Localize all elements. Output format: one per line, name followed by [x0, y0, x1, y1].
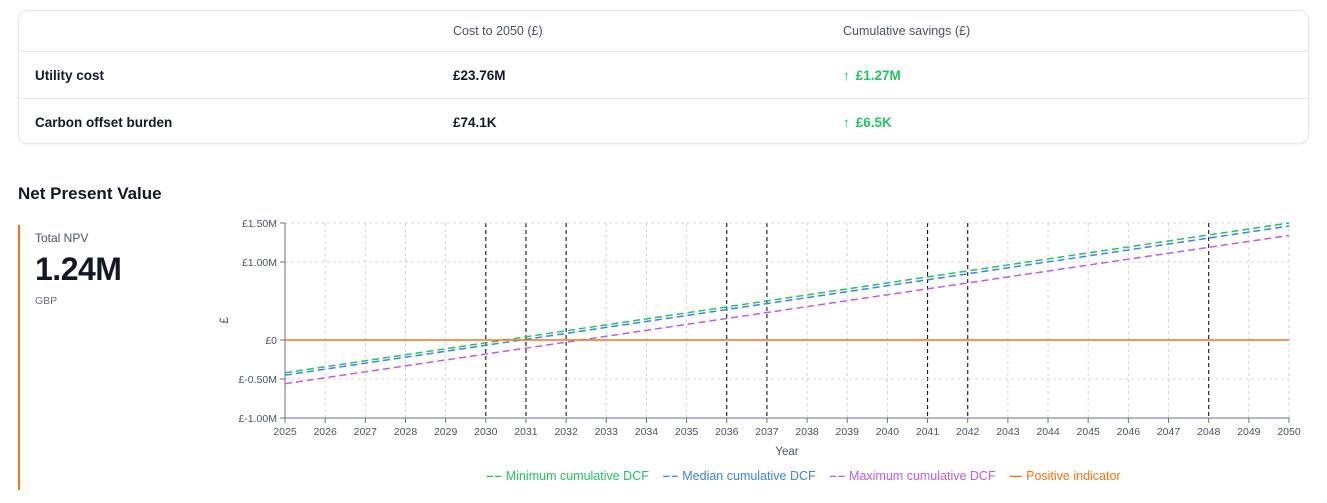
- legend-label: Maximum cumulative DCF: [849, 469, 996, 483]
- series-line-0: [284, 222, 1290, 374]
- header-savings: Cumulative savings (£): [843, 24, 971, 38]
- header-cost: Cost to 2050 (£): [453, 24, 543, 38]
- x-tick-label: 2027: [354, 426, 378, 438]
- x-tick-label: 2047: [1157, 426, 1181, 438]
- x-tick-label: 2041: [916, 426, 940, 438]
- x-tick-label: 2030: [474, 426, 498, 438]
- x-tick-label: 2044: [1036, 426, 1060, 438]
- npv-unit: GBP: [35, 295, 58, 307]
- legend-swatch-min: – –: [486, 469, 501, 483]
- x-tick-label: 2039: [836, 426, 860, 438]
- npv-accent-bar: [18, 225, 20, 490]
- x-tick-label: 2031: [514, 426, 538, 438]
- legend-swatch-max: – –: [829, 469, 845, 483]
- legend-swatch-median: – –: [662, 469, 678, 483]
- legend-label: Minimum cumulative DCF: [505, 469, 649, 483]
- legend-swatch-positive: —: [1009, 469, 1022, 483]
- table-header-row: Cost to 2050 (£) Cumulative savings (£): [19, 11, 1308, 52]
- row-savings: ↑ £1.27M: [843, 52, 901, 98]
- y-tick-label: £1.50M: [242, 218, 277, 230]
- x-tick-label: 2043: [996, 426, 1020, 438]
- y-tick-label: £0: [265, 335, 277, 347]
- x-tick-label: 2029: [434, 426, 458, 438]
- x-tick-label: 2033: [595, 426, 619, 438]
- npv-value: 1.24M: [35, 251, 122, 287]
- y-tick-label: £-0.50M: [238, 374, 277, 386]
- cost-summary-table: Cost to 2050 (£) Cumulative savings (£) …: [18, 10, 1309, 144]
- table-row: Carbon offset burden £74.1K ↑ £6.5K: [19, 99, 1308, 143]
- savings-value: £1.27M: [855, 67, 901, 83]
- y-tick-label: £1.00M: [242, 257, 277, 269]
- x-tick-label: 2037: [755, 426, 779, 438]
- x-tick-label: 2028: [394, 426, 418, 438]
- x-tick-label: 2042: [956, 426, 980, 438]
- legend-item[interactable]: – – Minimum cumulative DCF: [486, 469, 648, 483]
- x-tick-label: 2040: [876, 426, 900, 438]
- legend-label: Median cumulative DCF: [682, 469, 816, 483]
- row-cost: £74.1K: [453, 114, 497, 130]
- legend-item[interactable]: – – Median cumulative DCF: [663, 469, 816, 483]
- x-tick-label: 2046: [1117, 426, 1141, 438]
- section-title: Net Present Value: [18, 184, 162, 203]
- row-cost: £23.76M: [453, 67, 506, 83]
- x-tick-label: 2034: [635, 426, 659, 438]
- x-tick-label: 2032: [554, 426, 578, 438]
- arrow-up-icon: ↑: [843, 67, 850, 83]
- row-label: Carbon offset burden: [35, 114, 173, 130]
- x-tick-label: 2045: [1077, 426, 1101, 438]
- savings-value: £6.5K: [855, 114, 892, 130]
- series-line-2: [284, 234, 1290, 385]
- x-tick-label: 2038: [795, 426, 819, 438]
- table-row: Utility cost £23.76M ↑ £1.27M: [19, 52, 1308, 99]
- y-axis-title: £: [219, 317, 231, 324]
- y-tick-label: £-1.00M: [238, 413, 277, 425]
- arrow-up-icon: ↑: [843, 114, 850, 130]
- x-tick-label: 2025: [273, 426, 297, 438]
- npv-label: Total NPV: [35, 231, 89, 245]
- row-label: Utility cost: [35, 67, 105, 83]
- x-tick-label: 2036: [715, 426, 739, 438]
- legend-label: Positive indicator: [1026, 469, 1121, 483]
- legend-item[interactable]: — Positive indicator: [1010, 469, 1121, 483]
- chart-legend: – – Minimum cumulative DCF – – Median cu…: [140, 469, 1327, 483]
- series-line-1: [284, 225, 1290, 376]
- x-tick-label: 2049: [1237, 426, 1261, 438]
- x-tick-label: 2048: [1197, 426, 1221, 438]
- x-axis-title: Year: [775, 446, 798, 458]
- row-savings: ↑ £6.5K: [843, 99, 892, 143]
- x-tick-label: 2026: [313, 426, 337, 438]
- legend-item[interactable]: – – Maximum cumulative DCF: [830, 469, 996, 483]
- x-tick-label: 2035: [675, 426, 699, 438]
- x-tick-label: 2050: [1277, 426, 1301, 438]
